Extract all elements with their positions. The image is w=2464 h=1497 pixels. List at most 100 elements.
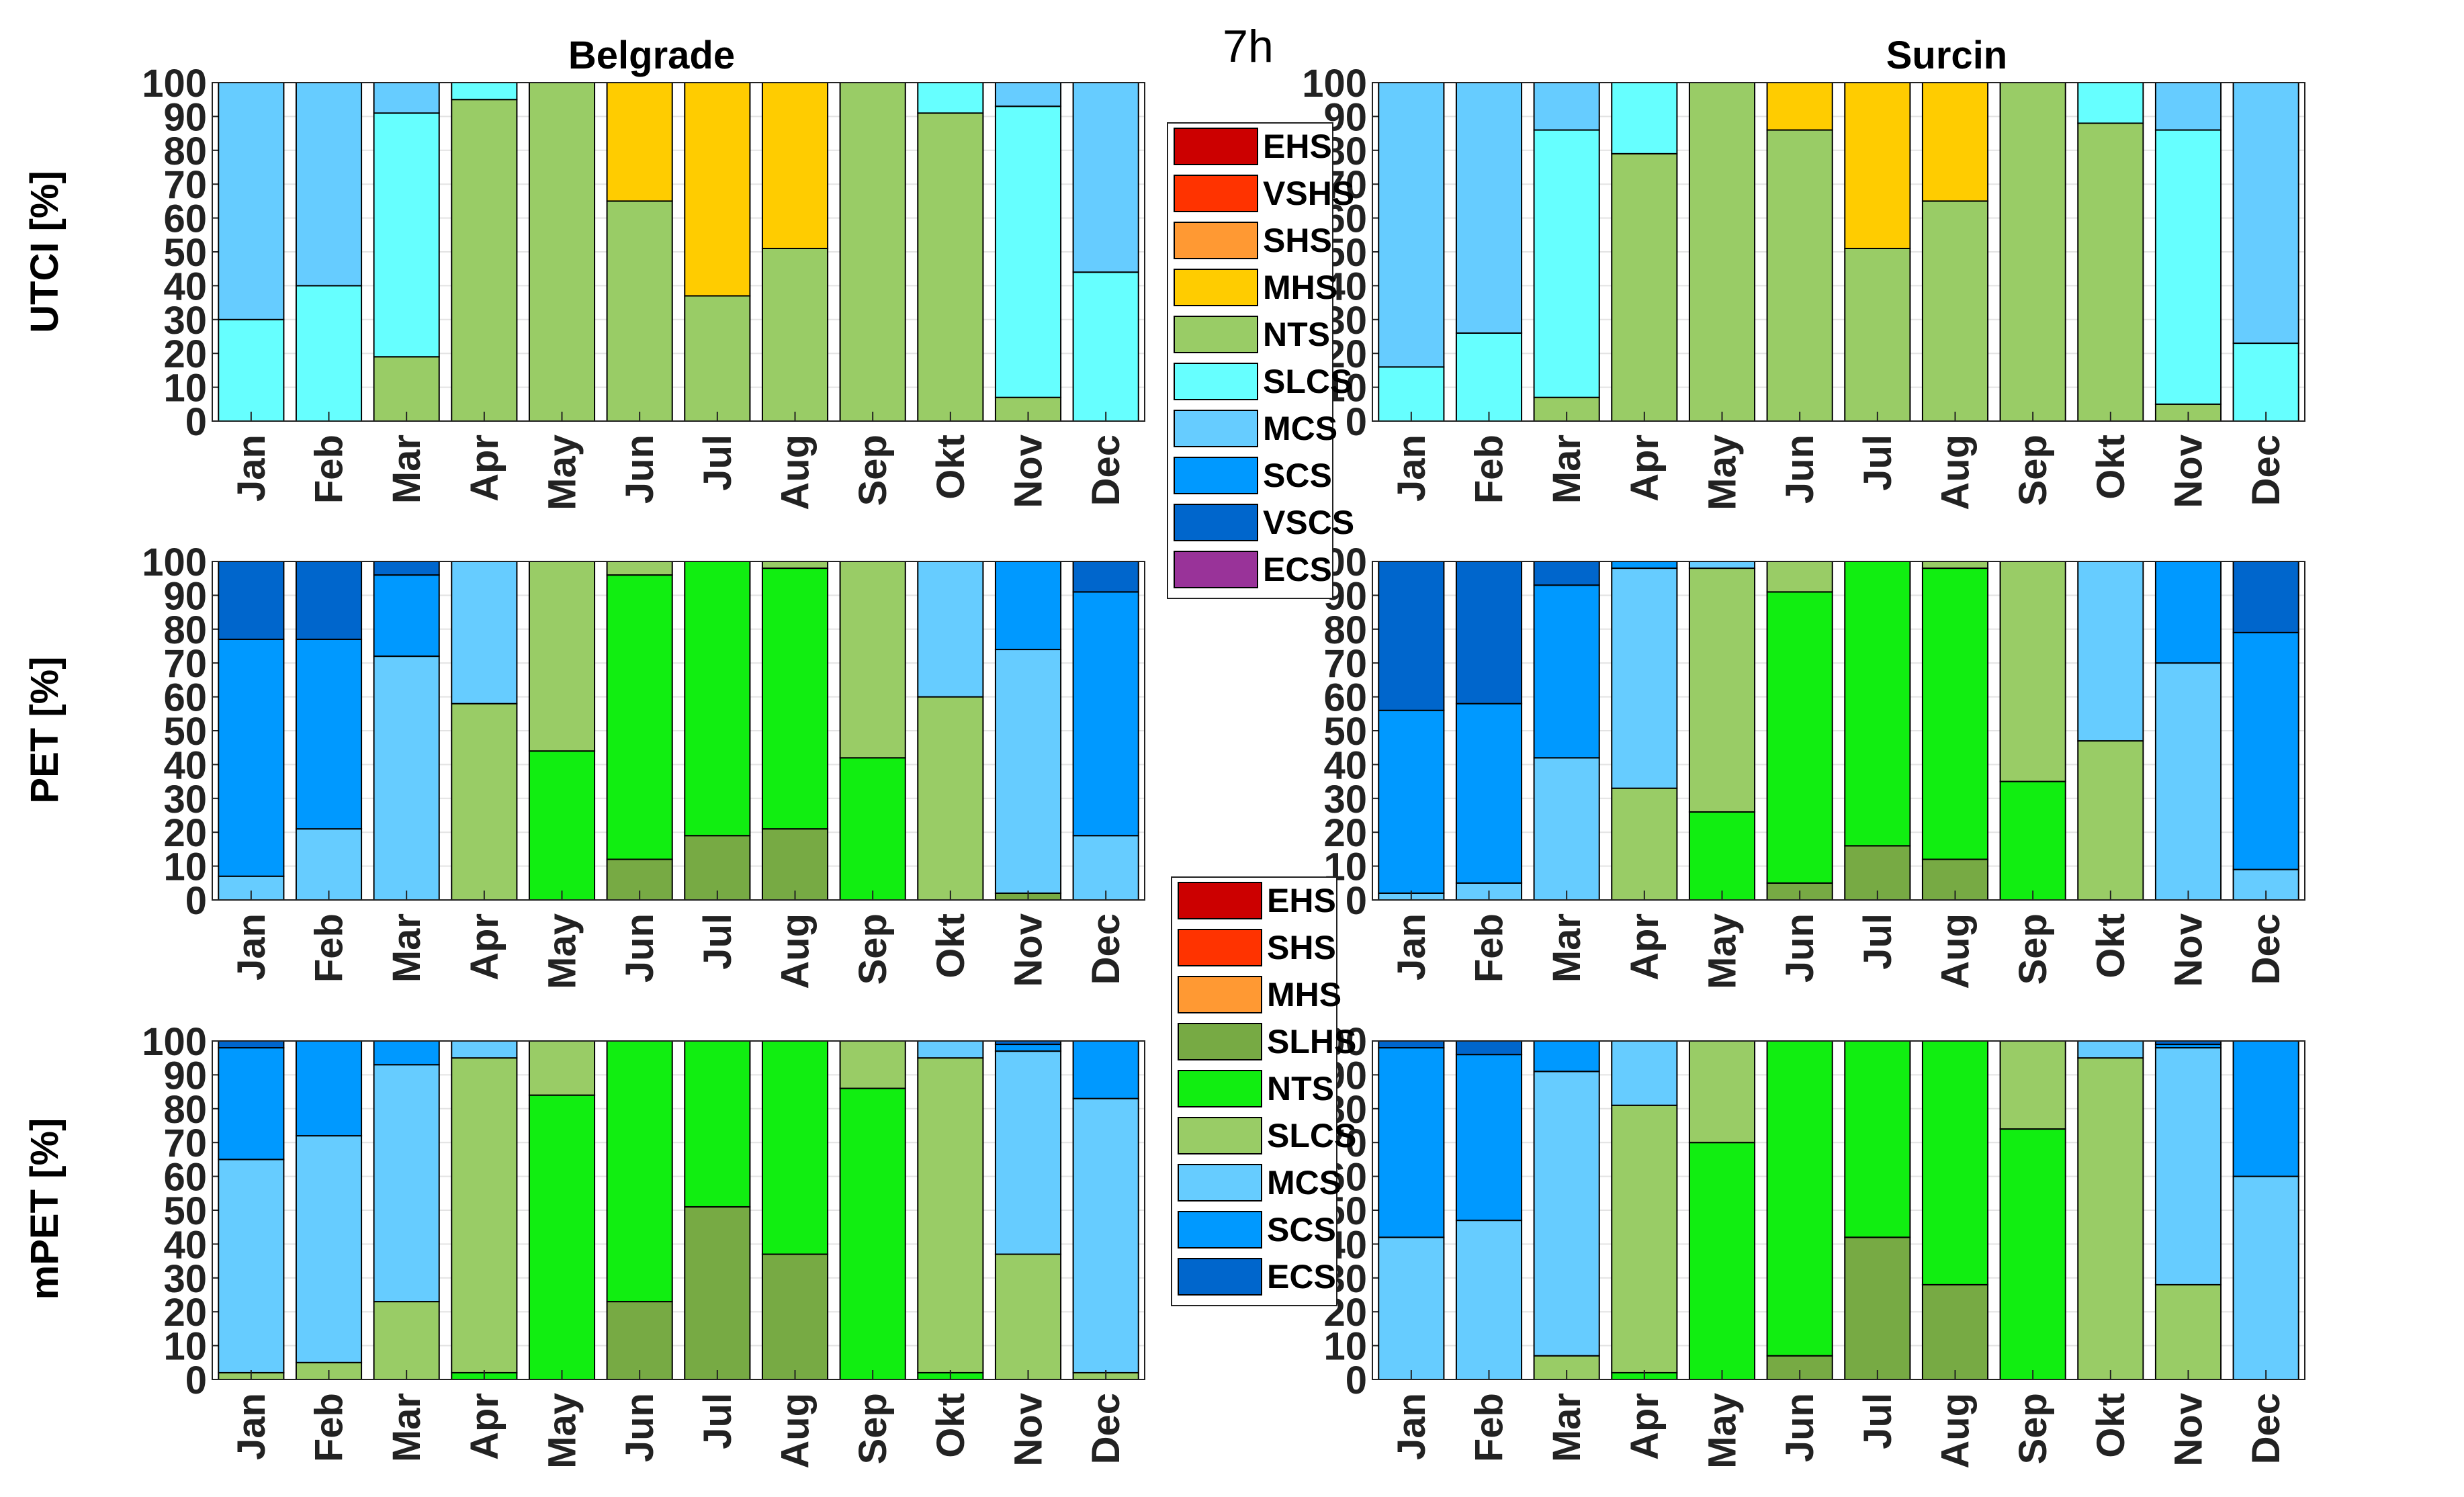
x-tick-label: May bbox=[1701, 435, 1745, 510]
bar-segment bbox=[1378, 82, 1445, 368]
x-tick-label: Jan bbox=[1390, 435, 1434, 502]
bar-segment bbox=[1766, 561, 1833, 593]
y-tick-label: 100 bbox=[142, 541, 207, 584]
x-tick-label: Mar bbox=[385, 435, 429, 504]
legend-swatch bbox=[1178, 1070, 1262, 1107]
x-tick-label: Feb bbox=[1468, 1393, 1511, 1462]
y-tick-label: 50 bbox=[1323, 710, 1367, 754]
bar-segment bbox=[218, 318, 285, 422]
bar-segment bbox=[1688, 82, 1756, 422]
y-tick-label: 0 bbox=[185, 879, 207, 923]
y-tick-label: 100 bbox=[1302, 62, 1367, 105]
bar-segment bbox=[1611, 787, 1678, 901]
y-tick-label: 70 bbox=[163, 163, 207, 207]
bar-segment bbox=[2232, 561, 2299, 633]
legend-label: SCS bbox=[1267, 1211, 1336, 1249]
column-title-surcin: Surcin bbox=[1886, 34, 2008, 77]
bar-segment bbox=[761, 247, 829, 422]
x-tick-label: Apr bbox=[463, 435, 507, 502]
x-tick-label: Okt bbox=[2089, 913, 2133, 979]
x-tick-label: Jun bbox=[1778, 435, 1822, 504]
y-tick-label: 80 bbox=[1323, 608, 1367, 652]
bar-segment bbox=[1999, 82, 2066, 422]
y-tick-label: 0 bbox=[1346, 1359, 1367, 1402]
bar-segment bbox=[994, 1050, 1062, 1255]
bar-segment bbox=[917, 696, 984, 901]
x-tick-label: Jul bbox=[696, 1393, 740, 1449]
x-tick-label: Jan bbox=[230, 913, 273, 981]
x-tick-label: Dec bbox=[2244, 435, 2288, 506]
bar-segment bbox=[1378, 561, 1445, 711]
bar-segment bbox=[761, 82, 829, 249]
x-tick-label: Nov bbox=[1007, 1393, 1051, 1467]
x-tick-label: Okt bbox=[2089, 435, 2133, 500]
y-tick-label: 30 bbox=[163, 1257, 207, 1301]
x-tick-label: Aug bbox=[774, 435, 818, 510]
bar-segment bbox=[1611, 561, 1678, 570]
y-tick-label: 30 bbox=[163, 778, 207, 821]
y-tick-label: 20 bbox=[163, 332, 207, 376]
x-tick-label: Apr bbox=[1623, 913, 1667, 981]
bar-segment bbox=[373, 356, 440, 422]
legend-label: ECS bbox=[1263, 551, 1332, 588]
bar-segment bbox=[1766, 129, 1833, 422]
legend-swatch bbox=[1174, 175, 1258, 212]
bar-segment bbox=[1072, 835, 1139, 901]
y-tick-label: 50 bbox=[163, 231, 207, 275]
legend-mpet: EHS SHS MHS SLHS NTS SLCS MCS SCS ECS bbox=[1171, 876, 1356, 1306]
legend-swatch bbox=[1174, 128, 1258, 165]
legend-utci-pet: EHS VSHS SHS MHS NTS SLCS MCS SCS VSCS ECS bbox=[1167, 122, 1354, 599]
bar-segment bbox=[295, 1040, 363, 1137]
y-tick-label: 60 bbox=[1323, 676, 1367, 720]
bar-segment bbox=[2154, 561, 2222, 664]
bar-segment bbox=[1378, 709, 1445, 894]
legends-layer: EHS VSHS SHS MHS NTS SLCS MCS SCS VSCS ECS EHS SHS M… bbox=[1167, 122, 1356, 1306]
y-tick-label: 70 bbox=[1323, 642, 1367, 686]
y-tick-label: 90 bbox=[163, 574, 207, 618]
bar-segment bbox=[1455, 561, 1523, 705]
bar-segment bbox=[1611, 152, 1678, 422]
bar-segment bbox=[994, 561, 1062, 651]
bar-segment bbox=[1455, 82, 1523, 334]
x-tick-label: Nov bbox=[2167, 435, 2211, 508]
legend-swatch bbox=[1178, 1211, 1262, 1249]
bar-segment bbox=[218, 561, 285, 640]
bar-segment bbox=[1921, 200, 1989, 422]
x-tick-label: May bbox=[541, 435, 584, 510]
bar-segment bbox=[1844, 1040, 1911, 1238]
bar-segment bbox=[295, 82, 363, 287]
x-tick-label: Sep bbox=[851, 435, 895, 506]
y-tick-label: 40 bbox=[163, 743, 207, 787]
column-title-belgrade: Belgrade bbox=[568, 34, 735, 77]
bar-segment bbox=[373, 574, 440, 657]
bar-segment bbox=[373, 82, 440, 114]
y-tick-label: 60 bbox=[163, 676, 207, 720]
bar-segment bbox=[1999, 1128, 2066, 1381]
bar-segment bbox=[451, 561, 518, 705]
bar-segment bbox=[1611, 82, 1678, 154]
bar-segment bbox=[295, 638, 363, 830]
y-tick-label: 10 bbox=[1323, 1325, 1367, 1369]
y-tick-label: 30 bbox=[163, 299, 207, 343]
bar-segment bbox=[451, 99, 518, 422]
x-tick-label: Aug bbox=[1934, 913, 1978, 989]
x-tick-label: Jan bbox=[1390, 913, 1434, 981]
y-tick-label: 20 bbox=[163, 811, 207, 855]
x-tick-label: Dec bbox=[2244, 1393, 2288, 1464]
bar-segment bbox=[1999, 1040, 2066, 1130]
legend-swatch bbox=[1178, 1164, 1262, 1201]
x-tick-label: Sep bbox=[2011, 913, 2055, 985]
bar-segment bbox=[2232, 1175, 2299, 1380]
plot-frame bbox=[1372, 561, 2305, 901]
bar-segment bbox=[2154, 662, 2222, 901]
bar-segment bbox=[1455, 702, 1523, 884]
legend-label: NTS bbox=[1263, 316, 1330, 353]
x-tick-label: Mar bbox=[385, 1393, 429, 1462]
bar-segment bbox=[684, 1206, 751, 1380]
y-tick-label: 50 bbox=[163, 710, 207, 754]
bar-segment bbox=[1072, 1097, 1139, 1373]
legend-swatch bbox=[1174, 551, 1258, 588]
legend-swatch bbox=[1174, 363, 1258, 400]
